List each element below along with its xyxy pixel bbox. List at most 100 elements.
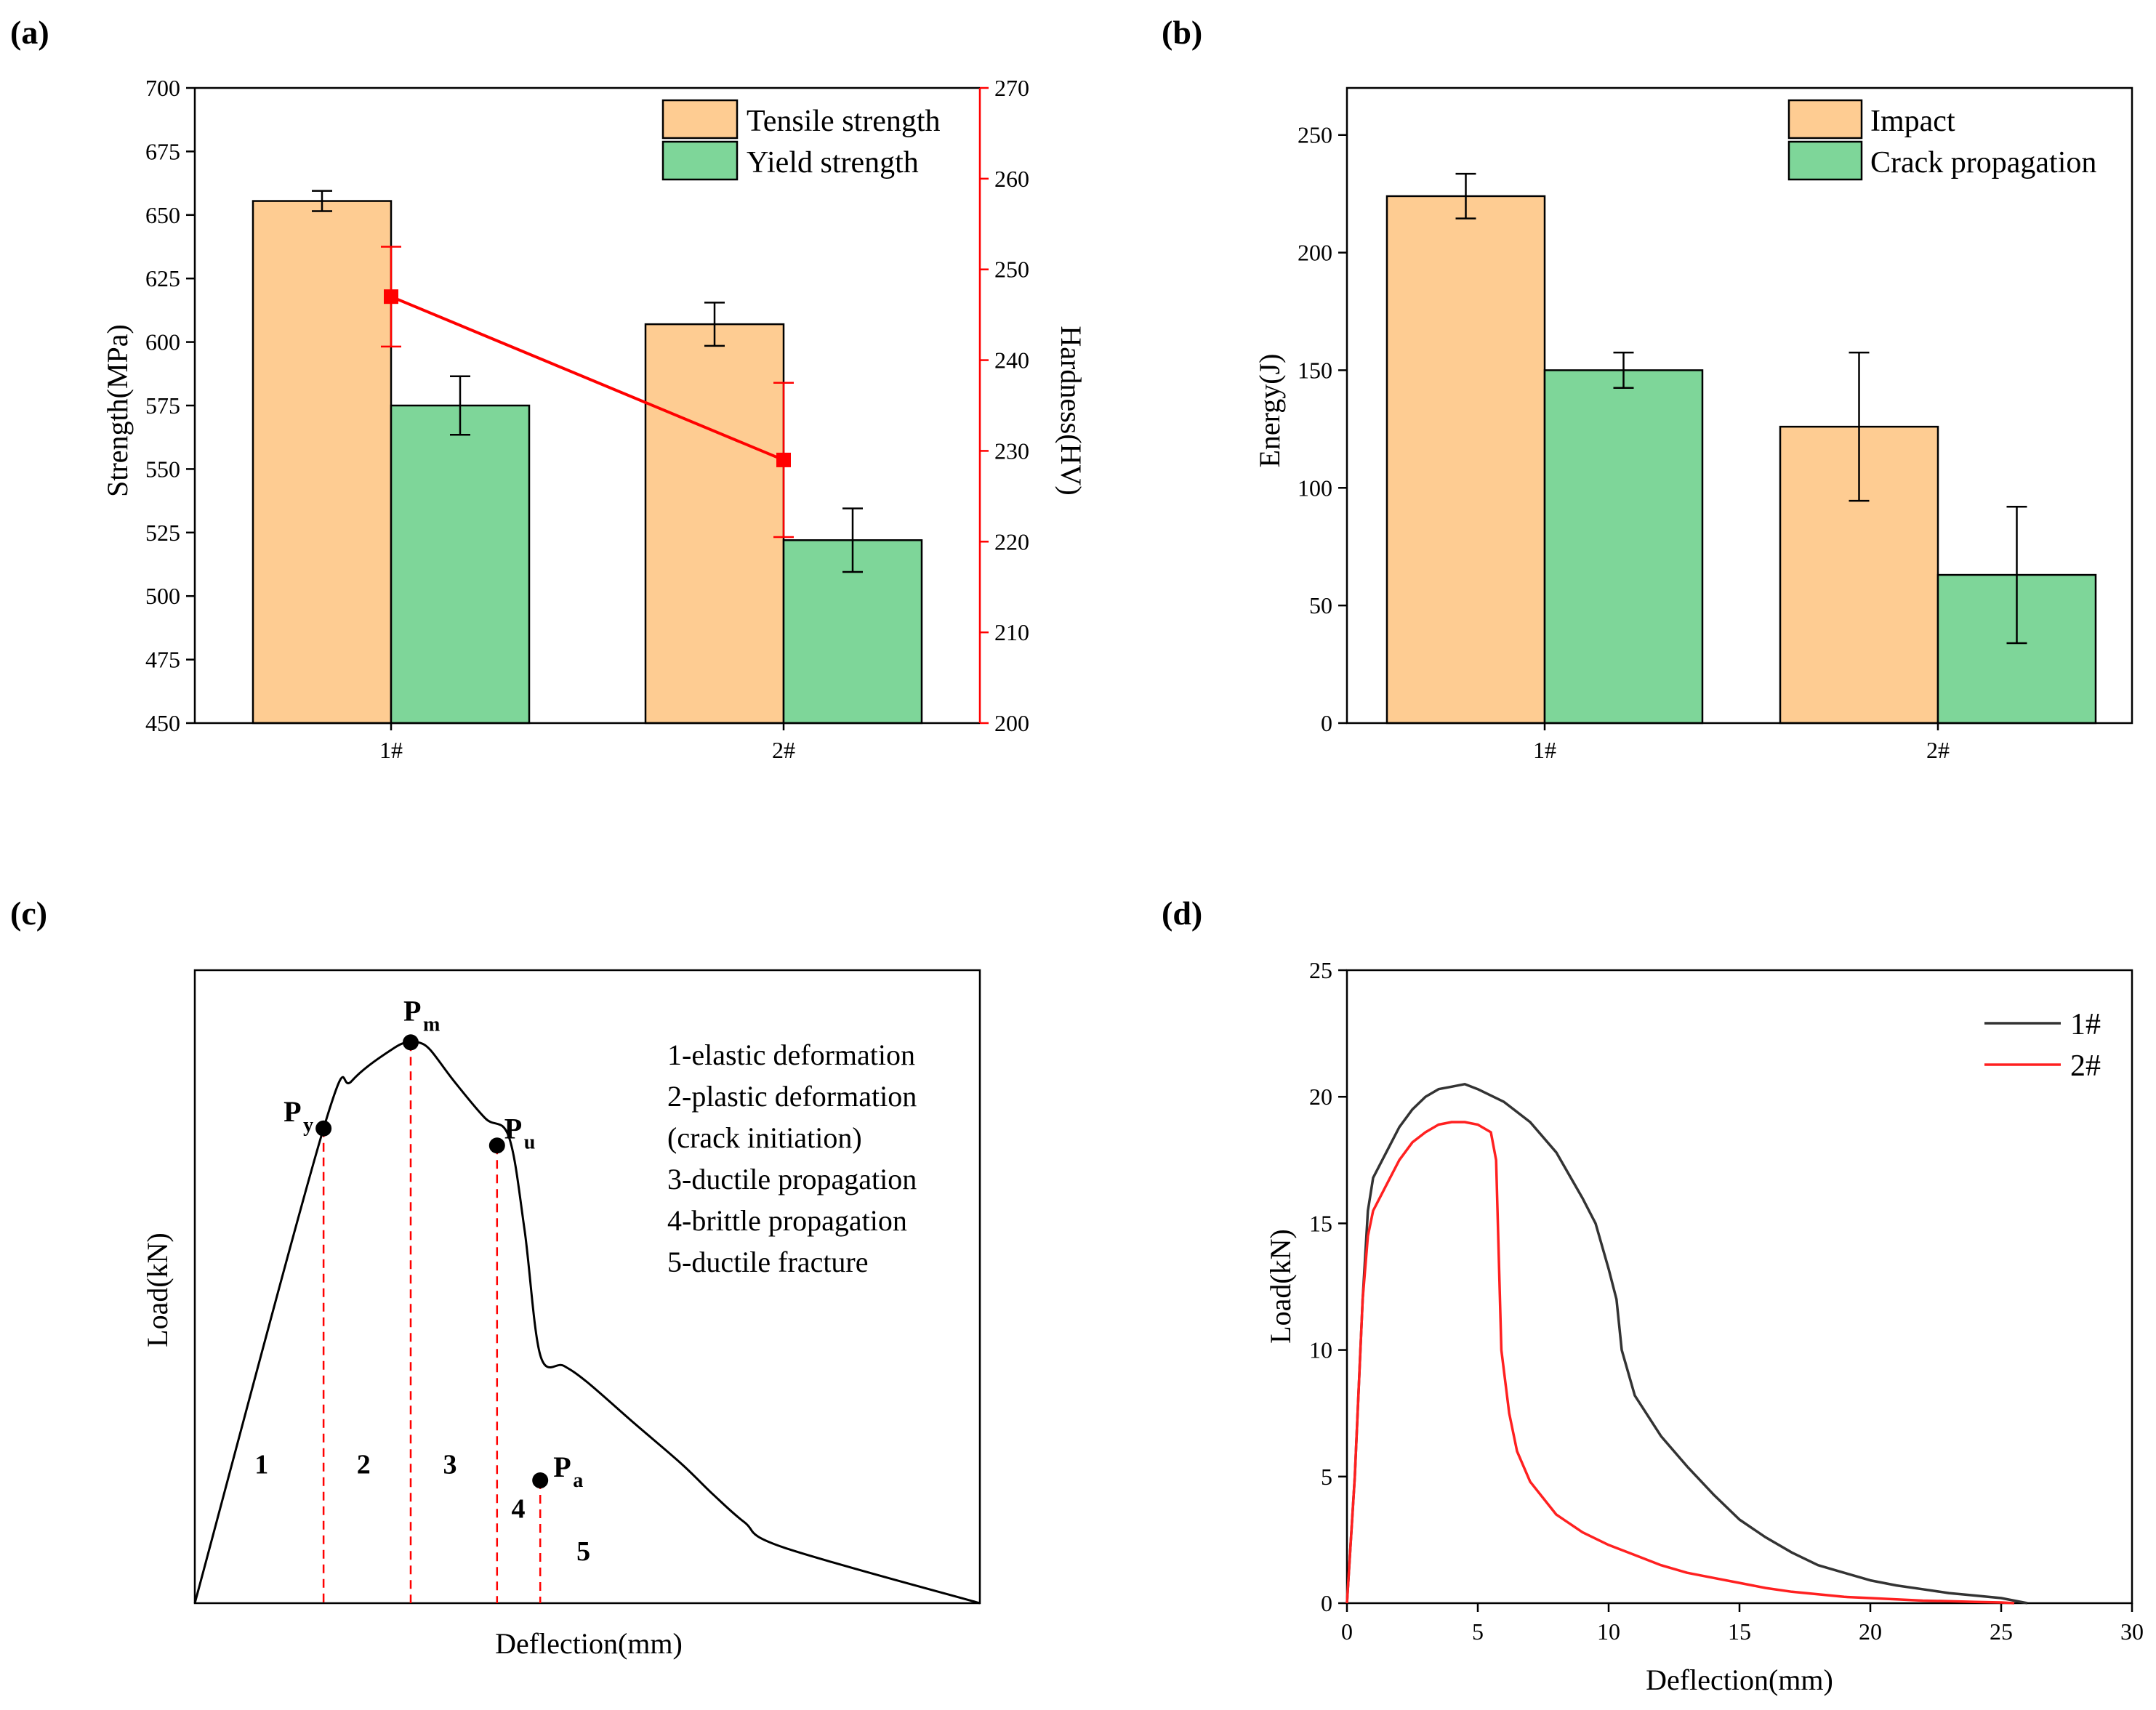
x-tick-label: 1# [1533, 737, 1556, 763]
x-tick-label: 25 [1990, 1618, 2013, 1645]
y-tick-label: 450 [145, 710, 180, 736]
panel-a-ylabel-right: Hardness(HV) [1055, 326, 1087, 495]
panel-b-legend-label-crack: Crack propagation [1870, 146, 2096, 180]
region-label-4: 4 [511, 1493, 525, 1524]
legend-swatch-impact [1787, 99, 1863, 140]
bar-impact-0 [1385, 195, 1546, 725]
series-line-1 [1346, 1083, 2028, 1605]
y-tick-label: 575 [145, 392, 180, 419]
y-tick-label: 100 [1298, 475, 1332, 501]
x-tick-label: 1# [379, 737, 403, 763]
region-label-5: 5 [576, 1536, 590, 1567]
y-tick-label: 650 [145, 202, 180, 228]
axes-frame [1346, 86, 2133, 725]
panel-a-legend-label-yield: Yield strength [747, 146, 919, 180]
x-tick-label: 5 [1472, 1618, 1484, 1645]
panel-label-b: (b) [1162, 14, 1202, 51]
panel-a-ylabel: Strength(MPa) [101, 324, 134, 497]
y-right-tick-label: 250 [994, 257, 1029, 283]
point-Pm [403, 1034, 419, 1051]
point-sub-Pa: a [573, 1469, 583, 1492]
x-tick-label: 0 [1341, 1618, 1353, 1645]
panel-d-ylabel: Load(kN) [1264, 1229, 1297, 1344]
panel-label-d: (d) [1162, 895, 1202, 932]
point-sub-Pu: u [524, 1131, 536, 1153]
panel-c-legend-line-6: 5-ductile fracture [667, 1246, 869, 1278]
y-tick-label: 500 [145, 583, 180, 609]
panel-label-c: (c) [10, 895, 47, 932]
y-tick-label: 0 [1321, 1590, 1332, 1616]
panel-c-legend-line-4: 3-ductile propagation [667, 1163, 917, 1195]
y-tick-label: 200 [1298, 240, 1332, 266]
panel-c-legend-line-3: (crack initiation) [667, 1121, 862, 1154]
point-Pa [532, 1472, 549, 1489]
y-tick-label: 0 [1321, 710, 1332, 736]
panel-d-xlabel: Deflection(mm) [1646, 1663, 1833, 1696]
panel-a-strength-hardness-chart: 1# 2# 450 475 500 525 550 575 600 625 650 675 700 200… [145, 75, 1029, 763]
panel-c-legend-line-5: 4-brittle propagation [667, 1204, 907, 1237]
panel-c-legend-line-1: 1-elastic deformation [667, 1038, 915, 1071]
y-tick-label: 5 [1321, 1464, 1332, 1490]
bar-yield-strength-0 [390, 404, 531, 725]
panel-d-load-deflection-chart: 0 5 10 15 20 25 30 0 5 10 15 20 25 [1309, 957, 2144, 1645]
legend-swatch-yield [661, 140, 739, 181]
x-tick-label: 2# [772, 737, 795, 763]
point-Pu [488, 1137, 505, 1154]
y-right-tick-label: 270 [994, 75, 1029, 101]
x-tick-label: 15 [1728, 1618, 1751, 1645]
y-tick-label: 50 [1309, 592, 1332, 618]
hardness-marker-1 [776, 452, 791, 467]
y-right-tick-label: 240 [994, 347, 1029, 374]
point-label-Pu: P [504, 1112, 522, 1145]
panel-b-ylabel: Energy(J) [1253, 354, 1286, 468]
y-right-tick-label: 260 [994, 166, 1029, 192]
series-line-2 [1346, 1121, 2015, 1605]
hardness-marker-0 [384, 289, 398, 305]
load-deflection-curve [193, 1040, 981, 1605]
y-tick-label: 250 [1298, 122, 1332, 148]
y-tick-label: 10 [1309, 1337, 1332, 1363]
point-label-Pm: P [403, 994, 421, 1027]
y-tick-label: 20 [1309, 1084, 1332, 1110]
hardness-line [390, 295, 784, 461]
point-Py [315, 1120, 332, 1137]
region-label-3: 3 [443, 1449, 457, 1480]
y-right-tick-label: 220 [994, 528, 1029, 554]
y-tick-label: 150 [1298, 357, 1332, 383]
x-tick-label: 30 [2120, 1618, 2144, 1645]
y-tick-label: 675 [145, 138, 180, 164]
x-tick-label: 20 [1859, 1618, 1882, 1645]
region-label-1: 1 [254, 1449, 268, 1480]
y-tick-label: 15 [1309, 1210, 1332, 1236]
y-right-tick-label: 210 [994, 619, 1029, 645]
bar-tensile-strength-1 [644, 323, 785, 725]
panel-a-legend-label-tensile: Tensile strength [747, 105, 941, 138]
panel-label-a: (a) [10, 14, 49, 51]
bar-crack-propagation-0 [1543, 369, 1704, 725]
legend-swatch-tensile [661, 99, 739, 140]
point-sub-Py: y [303, 1114, 313, 1137]
panel-d-legend-label-2: 2# [2070, 1049, 2101, 1083]
axes-frame [193, 969, 981, 1605]
y-tick-label: 525 [145, 520, 180, 546]
legend-swatch-crack [1787, 140, 1863, 181]
point-label-Pa: P [553, 1451, 571, 1483]
panel-c-xlabel: Deflection(mm) [495, 1627, 683, 1660]
panel-d-legend-label-1: 1# [2070, 1008, 2101, 1041]
y-tick-label: 600 [145, 329, 180, 355]
panel-b-legend-label-impact: Impact [1870, 105, 1955, 138]
panel-c-ylabel: Load(kN) [141, 1233, 174, 1347]
panel-c-legend-line-2: 2-plastic deformation [667, 1080, 917, 1113]
bar-tensile-strength-0 [252, 200, 393, 725]
panel-b-energy-chart: 1# 2# 0 50 100 150 200 250 [1298, 86, 2133, 763]
point-label-Py: P [283, 1095, 301, 1128]
point-sub-Pm: m [423, 1013, 440, 1036]
y-tick-label: 475 [145, 647, 180, 673]
y-tick-label: 625 [145, 265, 180, 291]
y-right-tick-label: 200 [994, 710, 1029, 736]
y-tick-label: 700 [145, 75, 180, 101]
y-right-tick-label: 230 [994, 437, 1029, 464]
x-tick-label: 2# [1926, 737, 1950, 763]
